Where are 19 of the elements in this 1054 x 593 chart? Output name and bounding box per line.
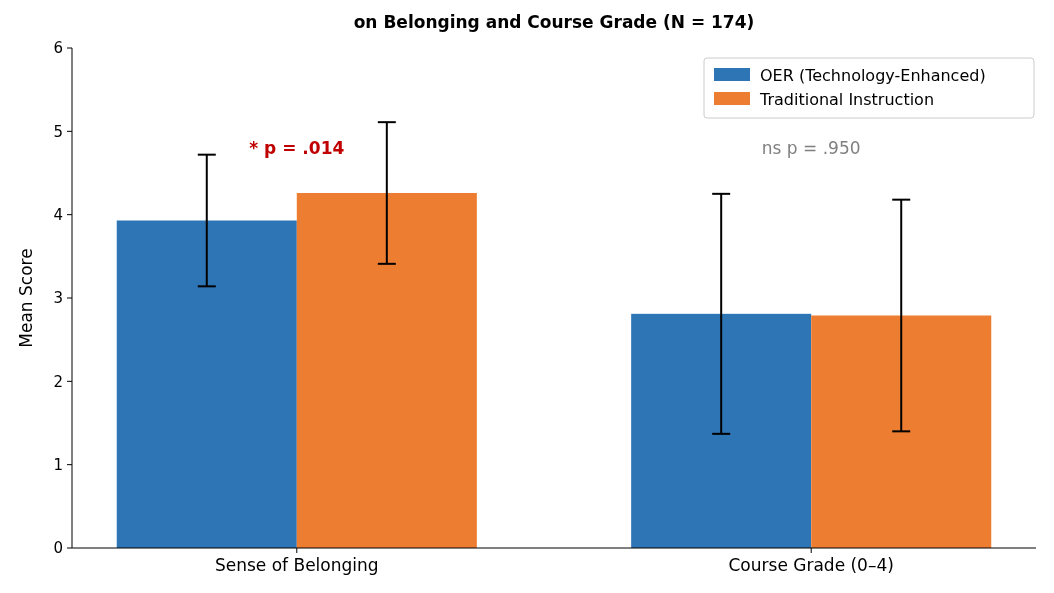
y-tick-label: 2 (53, 372, 63, 391)
bar (116, 220, 297, 548)
y-axis-title: Mean Score (16, 248, 36, 348)
chart-title: on Belonging and Course Grade (N = 174) (353, 12, 755, 32)
legend-label: OER (Technology-Enhanced) (760, 65, 986, 85)
x-tick-label: Sense of Belonging (214, 555, 379, 575)
x-tick-label: Course Grade (0–4) (728, 555, 894, 575)
annotation: * p = .014 (249, 137, 345, 158)
y-tick-label: 1 (53, 455, 63, 474)
y-tick-label: 0 (53, 539, 63, 558)
y-tick-label: 5 (53, 122, 63, 141)
y-tick-label: 3 (53, 289, 63, 308)
y-tick-label: 6 (53, 39, 63, 58)
bar (296, 193, 477, 548)
annotation: ns p = .950 (761, 137, 861, 158)
bar (811, 315, 992, 548)
y-tick-label: 4 (53, 205, 63, 224)
bar (631, 313, 812, 548)
legend-label: Traditional Instruction (759, 89, 935, 109)
